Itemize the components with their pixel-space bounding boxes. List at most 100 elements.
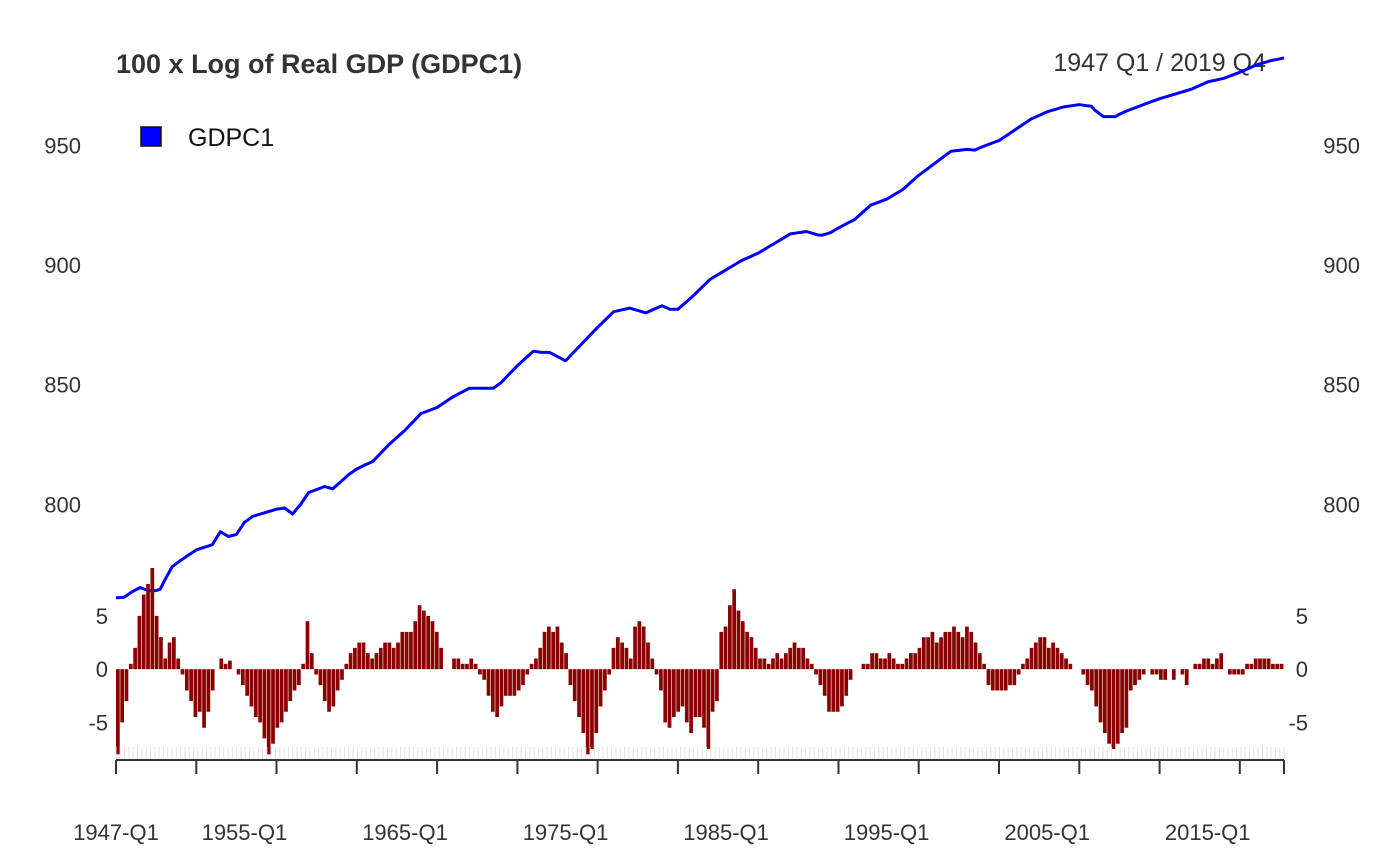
bar xyxy=(266,669,271,755)
bar xyxy=(547,626,551,670)
line-layer xyxy=(115,56,1285,600)
bar xyxy=(1245,663,1249,670)
bar xyxy=(1111,669,1116,750)
bar xyxy=(1210,663,1215,670)
bar xyxy=(947,631,952,670)
bar xyxy=(930,631,935,670)
bar xyxy=(305,621,310,670)
bar xyxy=(555,626,560,670)
bar xyxy=(620,642,624,670)
bar xyxy=(1206,658,1211,670)
bar xyxy=(697,669,702,718)
bar xyxy=(309,653,314,670)
bar xyxy=(693,669,698,718)
bar xyxy=(340,669,344,680)
bar xyxy=(792,642,797,670)
bar xyxy=(952,626,956,670)
bar xyxy=(766,663,771,670)
bar xyxy=(1051,642,1055,670)
bar xyxy=(452,658,456,670)
bar xyxy=(1059,653,1064,670)
bar xyxy=(646,642,650,670)
bar xyxy=(180,669,185,675)
upper-y-tick-left: 850 xyxy=(44,373,81,398)
bar xyxy=(228,660,232,670)
bar xyxy=(921,637,926,670)
bar xyxy=(1202,658,1206,670)
lower-y-tick-left: 5 xyxy=(96,604,108,629)
bar xyxy=(956,631,961,670)
bar xyxy=(297,669,301,686)
bar xyxy=(146,583,150,670)
bar xyxy=(710,669,715,712)
bar xyxy=(818,669,823,686)
x-tick-label: 1955-Q1 xyxy=(202,820,288,845)
bar xyxy=(404,631,409,670)
bar xyxy=(516,669,521,691)
bar xyxy=(934,642,939,670)
bar xyxy=(1034,642,1038,670)
bar xyxy=(331,669,336,707)
bar xyxy=(258,669,262,723)
lower-left-y-ticks: 5 0 -5 xyxy=(88,604,108,735)
bar xyxy=(253,669,258,718)
bar xyxy=(753,647,758,670)
bar xyxy=(1003,669,1008,691)
bar xyxy=(512,669,517,696)
upper-y-tick-left: 950 xyxy=(44,133,81,158)
bar xyxy=(344,663,349,670)
bar xyxy=(603,669,607,691)
x-tick-label: 1975-Q1 xyxy=(523,820,609,845)
bar xyxy=(197,669,202,712)
bar xyxy=(426,615,431,670)
bar xyxy=(1090,669,1094,691)
bar xyxy=(1150,669,1155,675)
bar xyxy=(874,653,879,670)
bar xyxy=(383,642,387,670)
gdpc1-line xyxy=(115,56,1285,600)
lower-right-y-ticks: 5 0 -5 xyxy=(1288,604,1308,735)
bar xyxy=(680,669,685,707)
bar xyxy=(1115,669,1120,744)
bar xyxy=(1055,647,1060,670)
bar xyxy=(594,669,599,734)
upper-y-tick-left: 900 xyxy=(44,253,81,278)
bar xyxy=(473,663,478,670)
bar xyxy=(749,637,754,670)
bar xyxy=(788,647,793,670)
bar xyxy=(913,653,918,670)
bar xyxy=(796,647,801,670)
bar xyxy=(1068,663,1073,670)
bar xyxy=(581,669,586,734)
bar xyxy=(1021,663,1025,670)
bar xyxy=(279,669,284,723)
bar xyxy=(831,669,836,712)
bar xyxy=(1171,669,1176,680)
bar xyxy=(883,658,887,670)
legend-swatch xyxy=(140,126,162,147)
bar xyxy=(465,663,469,670)
bar xyxy=(1094,669,1099,707)
bar xyxy=(736,610,741,670)
x-tick-label: 1947-Q1 xyxy=(73,820,159,845)
bar xyxy=(154,615,159,670)
bar xyxy=(840,669,844,707)
bar xyxy=(982,663,987,670)
bar xyxy=(1107,669,1111,744)
bar xyxy=(723,626,728,670)
bar xyxy=(637,621,642,670)
bar xyxy=(706,669,711,750)
bar xyxy=(762,658,767,670)
bar xyxy=(568,669,573,686)
bar xyxy=(417,605,422,670)
bar xyxy=(189,669,193,702)
bar xyxy=(775,653,780,670)
bar xyxy=(1120,669,1124,734)
bar xyxy=(396,642,400,670)
bar xyxy=(641,626,646,670)
bar xyxy=(900,663,905,670)
bar xyxy=(628,658,633,670)
bar xyxy=(719,631,724,670)
bar xyxy=(611,647,616,670)
legend: GDPC1 xyxy=(140,124,274,152)
